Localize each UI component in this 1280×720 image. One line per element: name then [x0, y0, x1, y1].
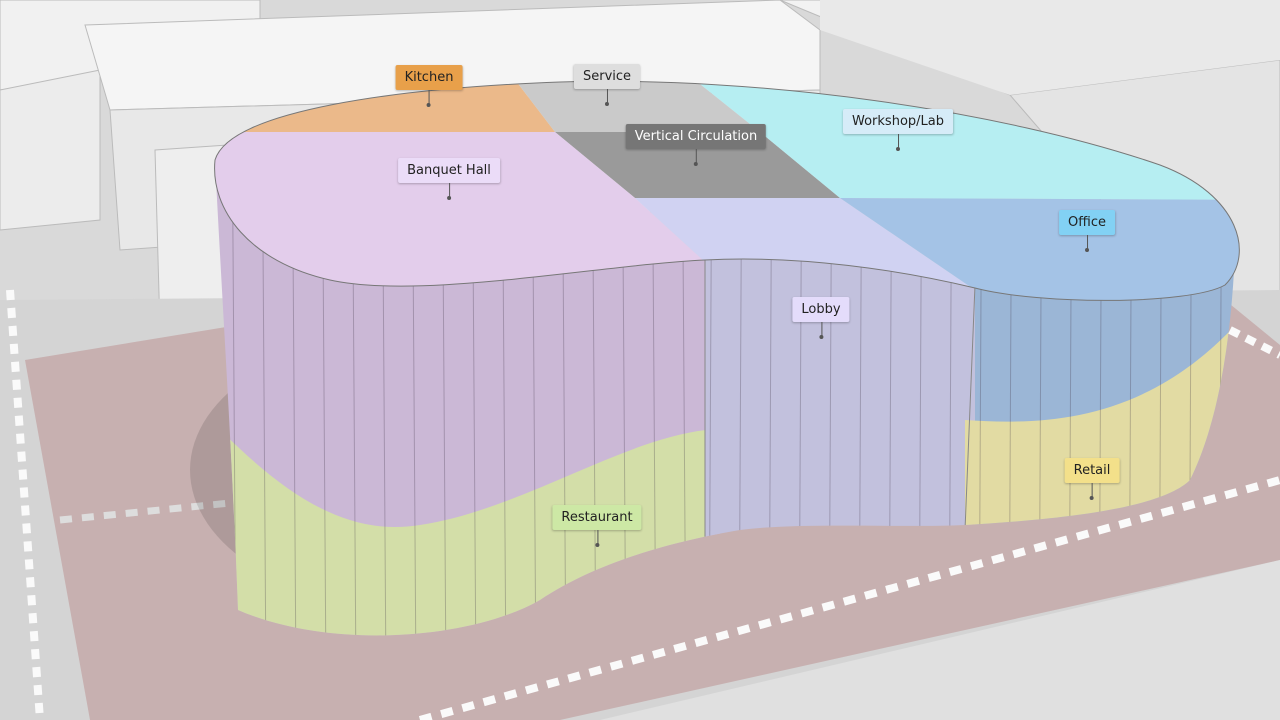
edge: [964, 284, 976, 531]
zone-label: Banquet Hall: [398, 158, 500, 200]
zone-label: Restaurant: [552, 505, 642, 547]
building: [0, 69, 101, 231]
zone-label: Retail: [1064, 458, 1120, 500]
zone-label: Vertical Circulation: [625, 124, 767, 166]
zone-label: Office: [1059, 210, 1115, 252]
zone-label: Kitchen: [395, 65, 463, 107]
road-marking: [1228, 326, 1280, 359]
sidewalk: [600, 560, 1280, 720]
zone-label: Service: [573, 64, 641, 106]
road-marking: [418, 476, 1280, 720]
building: [820, 0, 1280, 95]
zone-label: Lobby: [792, 297, 850, 339]
zone-label: Workshop/Lab: [843, 109, 953, 151]
